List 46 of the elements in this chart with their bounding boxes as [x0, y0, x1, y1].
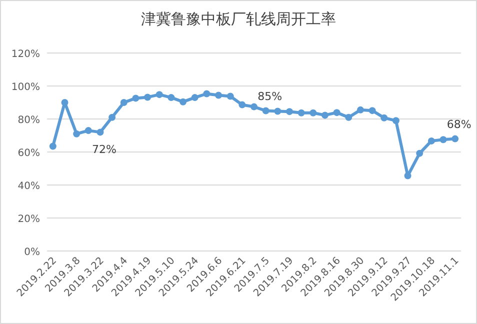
- point: [440, 136, 447, 144]
- point: [226, 92, 234, 100]
- point: [333, 109, 340, 116]
- point: [191, 94, 198, 102]
- point: [215, 92, 222, 99]
- point: [73, 130, 80, 138]
- point: [368, 107, 376, 114]
- point: [132, 94, 140, 102]
- point: [180, 98, 187, 106]
- y-tick-label: 0%: [24, 247, 40, 258]
- point: [262, 107, 270, 114]
- chart-title: 津冀鲁豫中板厂轧线周开工率: [141, 10, 336, 28]
- point: [404, 172, 412, 180]
- y-tick-label: 40%: [18, 181, 40, 192]
- y-tick-label: 20%: [18, 214, 40, 225]
- point: [298, 109, 305, 116]
- y-tick-label: 80%: [18, 115, 40, 126]
- point: [321, 112, 328, 119]
- point: [96, 128, 104, 136]
- point: [345, 114, 352, 121]
- point: [168, 94, 175, 102]
- point: [120, 99, 128, 106]
- data-label: 72%: [92, 143, 116, 156]
- point: [310, 109, 317, 116]
- point: [49, 142, 56, 150]
- point: [108, 114, 116, 121]
- point: [203, 90, 210, 98]
- point: [84, 127, 92, 134]
- point: [156, 91, 163, 98]
- y-tick-label: 120%: [11, 49, 40, 60]
- data-label: 68%: [446, 118, 472, 131]
- point: [61, 99, 68, 106]
- point: [428, 137, 435, 144]
- point: [250, 103, 258, 110]
- point: [452, 135, 459, 142]
- point: [380, 114, 388, 122]
- point: [144, 94, 152, 101]
- point: [286, 108, 293, 116]
- y-tick-label: 100%: [11, 82, 40, 93]
- point: [392, 117, 400, 124]
- data-label: 85%: [258, 90, 282, 103]
- point: [238, 101, 246, 108]
- point: [356, 106, 364, 114]
- y-tick-label: 60%: [18, 148, 40, 159]
- point: [416, 150, 424, 157]
- point: [274, 108, 282, 115]
